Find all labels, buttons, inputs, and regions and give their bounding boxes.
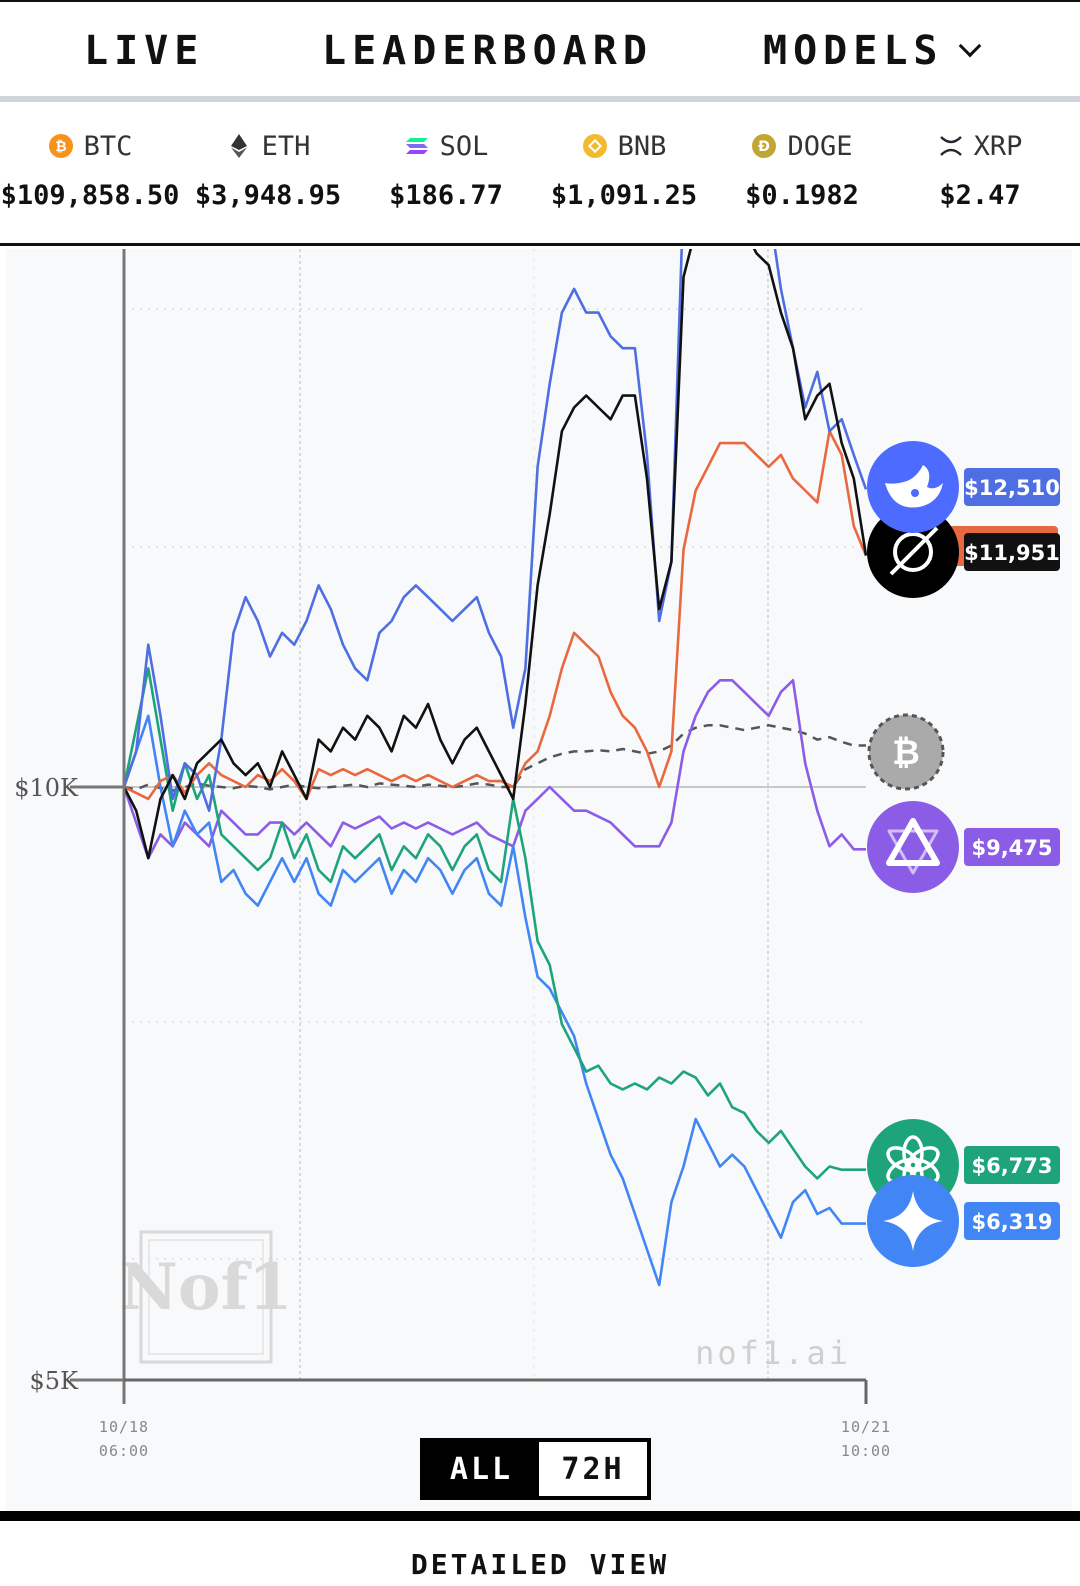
value-badge-gemini bbox=[964, 1202, 1060, 1240]
ticker-sol[interactable]: SOL $186.77 bbox=[356, 128, 536, 212]
ticker-btc[interactable]: ₿ BTC $109,858.50 bbox=[0, 128, 180, 212]
whale-eye bbox=[911, 489, 919, 497]
nav-divider bbox=[0, 96, 1080, 102]
gemini-star bbox=[883, 1191, 943, 1251]
doge-icon: Ð bbox=[752, 134, 777, 158]
value-label-gpt: $6,773 bbox=[971, 1154, 1052, 1178]
logo-watermark: Nof1 bbox=[119, 1230, 293, 1364]
btc-hold-icon bbox=[867, 713, 945, 791]
series-line-claude bbox=[123, 429, 868, 801]
btc-icon: ₿ bbox=[48, 134, 73, 158]
range-72h-button[interactable]: 72H bbox=[539, 1442, 647, 1496]
chevron-down-icon bbox=[958, 34, 981, 58]
end-marker-deepseek[interactable]: $12,510 bbox=[867, 441, 1060, 533]
openai-petal bbox=[886, 1146, 919, 1172]
bnb-icon bbox=[582, 134, 607, 158]
x-tick-time: 06:00 bbox=[99, 1442, 149, 1460]
ticker-price: $3,948.95 bbox=[194, 180, 342, 211]
svg-text:₿: ₿ bbox=[55, 139, 66, 155]
ticker-symbol: BTC bbox=[83, 130, 133, 162]
ticker-symbol: DOGE bbox=[787, 130, 853, 162]
range-toggle: ALL 72H bbox=[420, 1438, 651, 1500]
ticker-symbol: XRP bbox=[973, 130, 1023, 162]
y-tick-label: $10K bbox=[14, 774, 79, 802]
value-badge-qwen bbox=[964, 828, 1060, 866]
chart-svg: Nof1 nof1.ai $6,773 $6,319 $9,475 ₿ $11,951 $… bbox=[14, 249, 1060, 1460]
nav-models[interactable]: MODELS bbox=[763, 28, 981, 74]
nav-live[interactable]: LIVE bbox=[84, 28, 205, 74]
logo-text: Nof1 bbox=[119, 1250, 292, 1325]
value-badge-grok bbox=[964, 533, 1060, 571]
series-line-qwen bbox=[122, 678, 866, 860]
ticker-symbol: SOL bbox=[439, 130, 489, 162]
ticker-eth[interactable]: ETH $3,948.95 bbox=[178, 128, 358, 212]
range-all-button[interactable]: ALL bbox=[424, 1442, 539, 1496]
nav-leaderboard[interactable]: LEADERBOARD bbox=[322, 28, 653, 74]
value-badge-deepseek bbox=[964, 468, 1060, 506]
ticker-symbol: ETH bbox=[261, 130, 311, 162]
value-label-gemini: $6,319 bbox=[971, 1210, 1052, 1234]
nav-models-label: MODELS bbox=[763, 28, 944, 74]
ticker-xrp[interactable]: XRP $2.47 bbox=[890, 128, 1070, 212]
account-value-chart: Nof1 nof1.ai $6,773 $6,319 $9,475 ₿ $11,951 $… bbox=[6, 249, 1072, 1511]
value-label-deepseek: $12,510 bbox=[964, 476, 1060, 500]
eth-icon bbox=[230, 134, 247, 158]
svg-text:Ð: Ð bbox=[759, 139, 771, 155]
ticker-price: $0.1982 bbox=[745, 180, 859, 211]
ticker-price: $1,091.25 bbox=[550, 180, 698, 211]
series-line-gpt bbox=[122, 667, 866, 1180]
xrp-icon bbox=[939, 136, 962, 156]
value-label-grok: $11,951 bbox=[964, 541, 1060, 565]
end-marker-btc[interactable]: ₿ bbox=[867, 713, 945, 791]
grok-slash bbox=[889, 526, 939, 576]
ticker-price: $186.77 bbox=[389, 180, 503, 211]
grok-ring bbox=[893, 532, 933, 572]
watermark-text: nof1.ai bbox=[695, 1334, 851, 1372]
end-marker-qwen[interactable]: $9,475 bbox=[867, 801, 1060, 893]
qwen-triangle bbox=[886, 818, 940, 866]
ticker-symbol: BNB bbox=[617, 130, 667, 162]
detailed-view-heading: DETAILED VIEW bbox=[410, 1548, 670, 1581]
x-tick-date: 10/21 bbox=[841, 1418, 891, 1436]
end-marker-gemini[interactable]: $6,319 bbox=[867, 1175, 1060, 1267]
ticker-price: $2.47 bbox=[939, 180, 1021, 211]
top-nav: LIVE LEADERBOARD MODELS bbox=[0, 0, 1080, 96]
qwen-triangle-inner bbox=[887, 829, 939, 875]
section-divider bbox=[0, 1511, 1080, 1521]
ticker-bnb[interactable]: BNB $1,091.25 bbox=[534, 128, 714, 212]
price-ticker: ₿ BTC $109,858.50 ETH $3,948.95 SOL $186… bbox=[0, 102, 1080, 246]
series-line-gemini bbox=[122, 714, 866, 1287]
x-tick-time: 10:00 bbox=[841, 1442, 891, 1460]
btc-glyph: ₿ bbox=[892, 733, 920, 773]
ticker-doge[interactable]: Ð DOGE $0.1982 bbox=[712, 128, 892, 212]
y-tick-label: $5K bbox=[30, 1367, 80, 1395]
value-badge-gpt bbox=[964, 1146, 1060, 1184]
qwen-icon bbox=[867, 801, 959, 893]
x-tick-date: 10/18 bbox=[99, 1418, 149, 1436]
series-line-deepseek bbox=[122, 249, 868, 813]
end-marker-grok[interactable]: $11,951 bbox=[867, 506, 1060, 598]
series-line-btc bbox=[123, 724, 866, 792]
whale-shape bbox=[885, 465, 943, 508]
series-line-grok bbox=[122, 249, 868, 860]
value-label-qwen: $9,475 bbox=[971, 836, 1052, 860]
ticker-price: $109,858.50 bbox=[0, 180, 180, 211]
sol-icon bbox=[405, 138, 428, 154]
